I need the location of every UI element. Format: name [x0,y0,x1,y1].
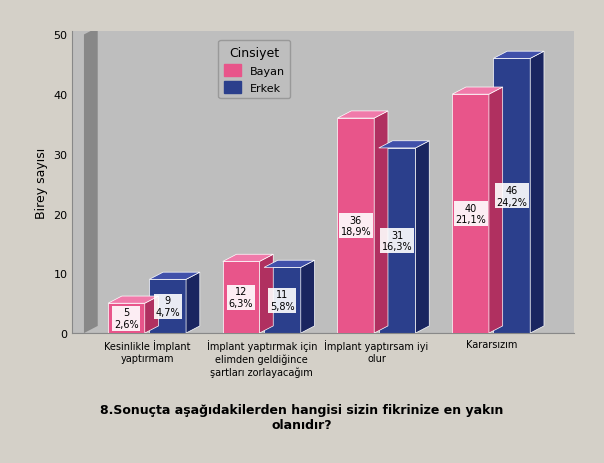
Polygon shape [108,304,145,333]
Polygon shape [223,262,260,333]
Text: 11
5,8%: 11 5,8% [270,290,295,311]
Text: 5
2,6%: 5 2,6% [114,308,139,329]
Text: 46
24,2%: 46 24,2% [496,186,527,207]
Polygon shape [379,142,429,149]
Polygon shape [452,95,489,333]
Text: 8.Sonuçta aşağıdakilerden hangisi sizin fikrinize en yakın
olanıdır?: 8.Sonuçta aşağıdakilerden hangisi sizin … [100,403,504,431]
Polygon shape [338,112,388,119]
Polygon shape [530,52,544,333]
Polygon shape [108,296,158,304]
Text: 40
21,1%: 40 21,1% [455,203,486,225]
Polygon shape [149,273,200,280]
Text: 12
6,3%: 12 6,3% [229,287,253,308]
Text: 9
4,7%: 9 4,7% [155,296,180,317]
Y-axis label: Birey sayısı: Birey sayısı [35,147,48,219]
Polygon shape [452,88,503,95]
Polygon shape [264,268,301,333]
Polygon shape [489,88,503,333]
Polygon shape [416,142,429,333]
Polygon shape [301,261,315,333]
Polygon shape [223,255,273,262]
Polygon shape [186,273,200,333]
Polygon shape [149,280,186,333]
Polygon shape [374,112,388,333]
Polygon shape [493,52,544,59]
Text: 36
18,9%: 36 18,9% [341,215,371,237]
Polygon shape [379,149,416,333]
Polygon shape [264,261,315,268]
Polygon shape [84,28,98,333]
Text: 31
16,3%: 31 16,3% [382,230,413,252]
Polygon shape [493,59,530,333]
Polygon shape [145,296,158,333]
Polygon shape [338,119,374,333]
Polygon shape [260,255,273,333]
Legend: Bayan, Erkek: Bayan, Erkek [219,41,290,99]
